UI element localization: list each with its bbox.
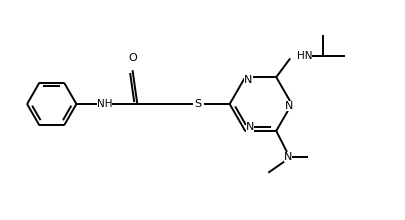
- Text: HN: HN: [296, 51, 312, 61]
- Text: N: N: [284, 101, 292, 111]
- Text: O: O: [128, 53, 136, 63]
- Text: N: N: [283, 152, 292, 162]
- Text: N: N: [245, 122, 254, 132]
- Text: NH: NH: [96, 99, 112, 109]
- Text: N: N: [243, 75, 252, 85]
- Text: S: S: [194, 99, 201, 109]
